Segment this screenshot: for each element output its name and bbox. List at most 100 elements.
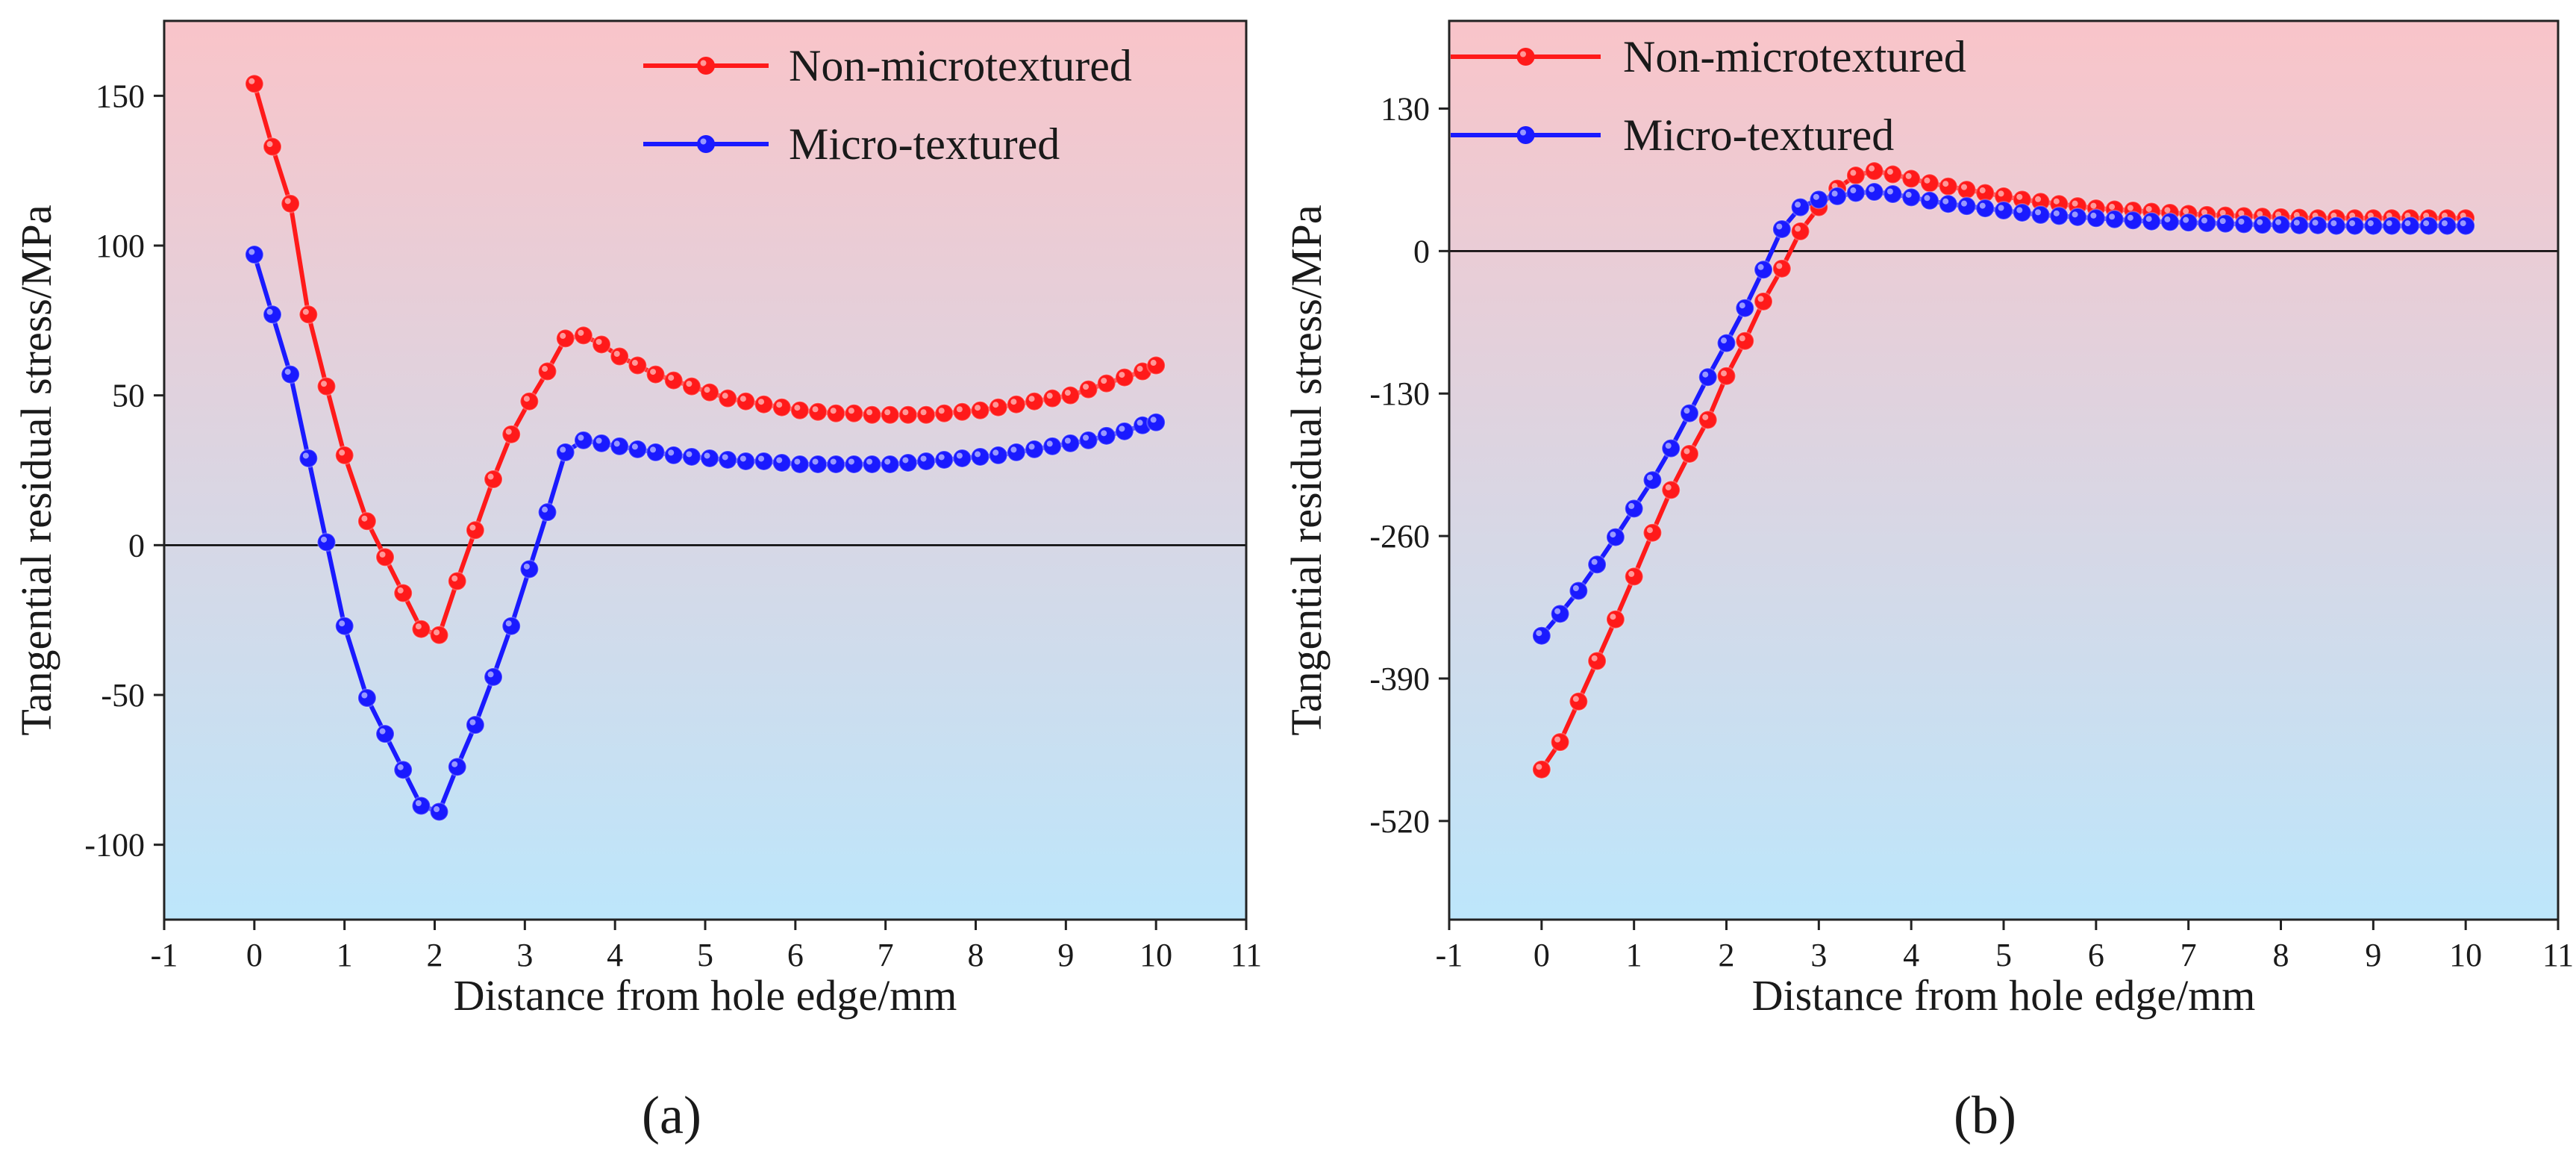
data-point-highlight [1886,169,1893,175]
data-point-highlight [451,761,458,767]
data-point-highlight [2367,220,2374,227]
data-point-highlight [1905,191,1912,198]
data-point-highlight [487,473,494,480]
data-point-highlight [523,563,530,570]
data-point [1901,187,1922,208]
data-point-highlight [956,452,963,459]
data-point-highlight [2072,200,2078,207]
data-point [1975,199,1995,219]
data-point-highlight [451,575,458,581]
y-tick-label: 130 [1381,90,1430,127]
y-axis-title: Tangential residual stress/MPa [1282,205,1331,735]
data-point [1698,367,1718,387]
data-point-highlight [1150,360,1157,367]
data-point [2086,208,2106,228]
data-point-highlight [2386,220,2392,227]
data-point-highlight [2238,218,2245,225]
data-point [393,760,413,780]
data-point [447,571,467,591]
data-point-highlight [415,623,422,630]
data-point-highlight [1739,335,1745,342]
data-point-highlight [2238,210,2245,216]
data-point-highlight [740,396,746,402]
data-point-highlight [434,629,440,636]
data-point-highlight [2219,218,2226,225]
data-point [281,364,301,384]
data-point [663,445,684,465]
panel-a-chart: -1 0 1 2 3 4 5 6 7 8 9 10 11 -100 -50 0 50 100 150 Distance… [12,19,1262,1145]
data-point-highlight [1684,408,1690,414]
data-point-highlight [523,396,530,402]
y-tick-label: -100 [84,827,145,864]
data-point-highlight [722,393,728,399]
data-point [465,715,485,735]
data-point-highlight [1795,202,1801,208]
data-point-highlight [2257,219,2263,225]
data-point [334,445,354,465]
data-point-highlight [379,551,386,558]
data-point-highlight [1721,337,1727,344]
data-point [1587,651,1607,671]
data-point [2400,216,2420,236]
data-point [555,442,575,462]
data-point [952,448,972,468]
data-point-highlight [361,515,368,522]
data-point-highlight [884,458,891,465]
y-tick-label: 0 [1413,233,1430,269]
data-point-highlight [2053,210,2060,216]
data-point-highlight [1646,474,1653,481]
data-point-highlight [1119,372,1125,378]
data-point-highlight [379,728,386,735]
data-point-highlight [938,454,945,461]
data-point-highlight [2127,214,2133,221]
data-point-highlight [1998,190,2004,197]
data-point [1772,219,1792,239]
data-point-highlight [469,719,476,726]
data-point [1901,169,1922,189]
data-point [1679,443,1699,464]
data-point-highlight [812,406,819,413]
data-point-highlight [578,434,584,441]
data-point-highlight [631,360,638,367]
x-axis-title: Distance from hole edge/mm [1752,971,2256,1020]
x-tick-label: 8 [968,937,984,973]
data-point-highlight [1721,370,1727,377]
data-point-highlight [1064,437,1071,444]
data-point-highlight [1942,181,1949,187]
data-point-highlight [2035,196,2042,202]
data-point [2419,216,2439,236]
data-point-highlight [1776,223,1783,230]
x-tick-label: 4 [607,937,623,973]
y-tick-label: 0 [128,527,145,564]
data-point [263,137,282,157]
data-point [1938,176,1958,196]
panel-label: (b) [1954,1085,2016,1145]
data-point-highlight [704,387,710,393]
data-point-highlight [1702,414,1709,420]
y-tick-label: -130 [1369,375,1430,412]
data-point [316,532,337,552]
data-point-highlight [1665,484,1672,490]
data-point [663,370,684,390]
data-point-highlight [284,198,291,205]
data-point-highlight [1886,188,1893,195]
data-point-highlight [1064,390,1071,396]
data-point-highlight [1028,443,1035,450]
data-point [411,796,431,816]
data-point-highlight [992,402,999,408]
data-point [1006,394,1026,414]
data-point [844,454,864,474]
y-tick-label: -520 [1369,803,1430,840]
data-point-highlight [1536,764,1542,770]
legend-marker [697,57,715,75]
data-point [1006,442,1026,462]
data-point-highlight [704,452,710,459]
data-point-highlight [1150,417,1157,423]
data-point [645,364,666,384]
data-point-highlight [1757,296,1764,302]
data-point [2233,214,2254,234]
data-point-highlight [794,405,801,411]
data-point [1661,480,1681,500]
data-point-highlight [2164,207,2171,213]
legend-label: Non-microtextured [1623,32,1966,81]
